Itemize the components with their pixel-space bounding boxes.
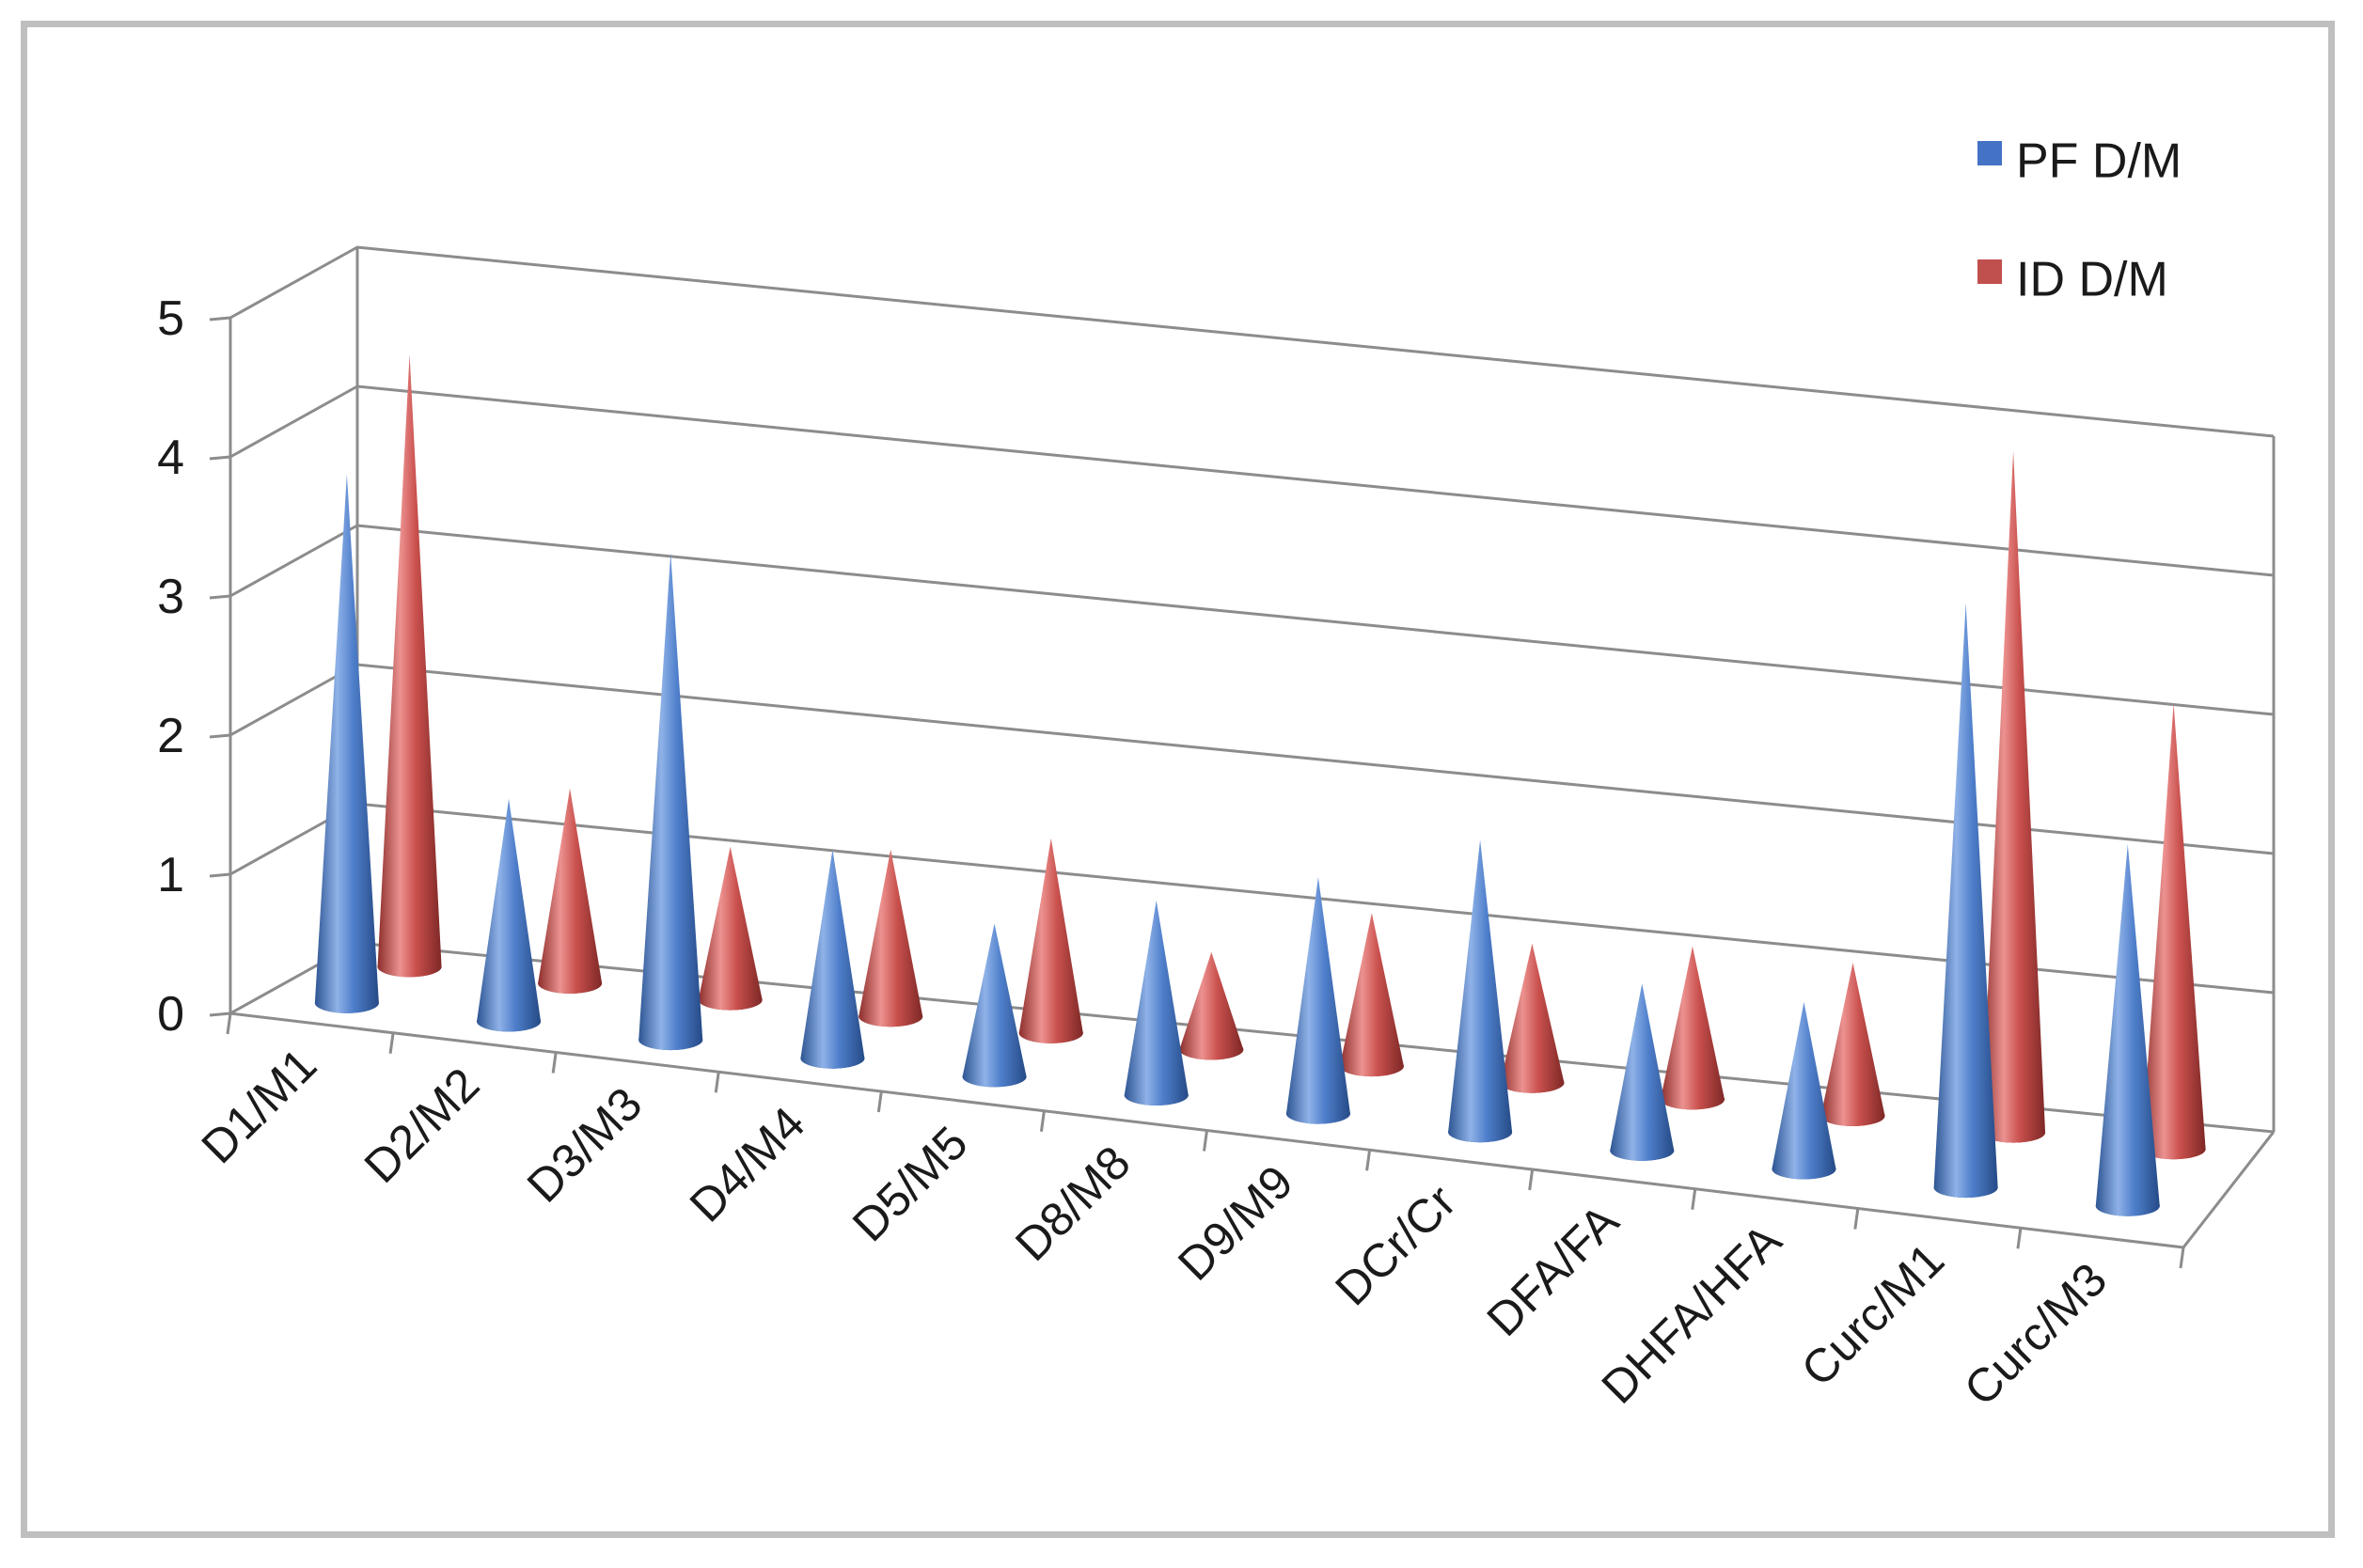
- cone-id-8: [1660, 946, 1725, 1110]
- cone-id-6: [1339, 913, 1404, 1077]
- x-tick-mark: [388, 1032, 395, 1054]
- cone-id-0: [377, 354, 442, 978]
- x-category-label: D2/M2: [354, 1058, 490, 1193]
- x-tick-mark: [1691, 1188, 1697, 1210]
- x-tick-mark: [2179, 1247, 2185, 1269]
- cone-body: [1448, 839, 1513, 1143]
- cone-body: [377, 354, 442, 978]
- cone-pf-8: [1610, 983, 1675, 1161]
- cone-body: [477, 798, 542, 1032]
- cone-body: [1124, 900, 1189, 1105]
- x-tick-mark: [226, 1012, 232, 1035]
- cone-pf-2: [638, 553, 703, 1051]
- cone-body: [1339, 913, 1404, 1077]
- cone-pf-1: [477, 798, 542, 1032]
- cone-pf-9: [1772, 1001, 1836, 1180]
- legend-label-1: ID D/M: [2016, 253, 2168, 307]
- x-tick-mark: [876, 1090, 883, 1113]
- y-tick-mark: [209, 455, 231, 461]
- x-tick-mark: [1528, 1168, 1535, 1191]
- cone-body: [1018, 838, 1083, 1043]
- y-tick-mark: [209, 872, 231, 878]
- y-tick-mark: [209, 594, 231, 600]
- cone-body: [1820, 963, 1885, 1126]
- gridline: [229, 384, 2275, 577]
- data-cones: [314, 354, 2206, 1216]
- cone-body: [1179, 951, 1244, 1060]
- y-axis-tick-labels: 0 1 2 3 4 5: [157, 291, 184, 1042]
- cone-body: [2141, 703, 2206, 1160]
- cone-body: [1981, 450, 2046, 1143]
- x-tick-mark: [551, 1052, 558, 1074]
- cone-body: [1610, 983, 1675, 1161]
- cone-id-7: [1500, 943, 1565, 1093]
- cone-body: [2095, 843, 2160, 1216]
- legend: PF D/M ID D/M: [1977, 134, 2182, 307]
- cone-body: [800, 849, 865, 1069]
- cone-body: [1933, 603, 1998, 1199]
- x-tick-mark: [2016, 1228, 2023, 1249]
- x-category-label: DHFA/HFA: [1592, 1214, 1792, 1414]
- cone-body: [638, 553, 703, 1051]
- y-tick-label: 2: [157, 709, 184, 763]
- y-tick-mark: [209, 1011, 231, 1017]
- cone-id-2: [698, 846, 763, 1011]
- cone-id-11: [2141, 703, 2206, 1160]
- legend-swatch-1: [1977, 259, 2002, 284]
- cone-body: [1660, 946, 1725, 1110]
- cone-id-3: [859, 849, 923, 1027]
- x-category-label: Curc/M3: [1954, 1253, 2117, 1416]
- x-tick-mark: [714, 1072, 720, 1093]
- legend-label-0: PF D/M: [2016, 134, 2182, 189]
- y-tick-label: 4: [157, 431, 184, 485]
- cone-body: [314, 474, 379, 1013]
- cone-pf-0: [314, 474, 379, 1013]
- x-tick-mark: [1853, 1208, 1860, 1230]
- y-tick-mark: [209, 316, 231, 321]
- x-category-label: DCr/Cr: [1325, 1175, 1466, 1316]
- cone-body: [1285, 876, 1350, 1124]
- cone-body: [538, 788, 603, 994]
- cone-pf-3: [800, 849, 865, 1069]
- x-category-label: DFA/FA: [1477, 1194, 1630, 1346]
- cone-id-10: [1981, 450, 2046, 1143]
- x-category-label: D1/M1: [192, 1039, 327, 1174]
- cone-body: [962, 923, 1027, 1088]
- cone-pf-11: [2095, 843, 2160, 1216]
- x-category-label: D4/M4: [680, 1097, 815, 1232]
- cone-pf-4: [962, 923, 1027, 1088]
- cone-body: [1500, 943, 1565, 1093]
- cone-pf-5: [1124, 900, 1189, 1105]
- y-tick-mark: [209, 733, 231, 739]
- x-category-label: D3/M3: [517, 1077, 653, 1213]
- cone-body: [859, 849, 923, 1027]
- gridline: [229, 245, 2275, 438]
- y-tick-label: 5: [157, 291, 184, 346]
- y-tick-label: 1: [157, 848, 184, 902]
- cone-id-4: [1018, 838, 1083, 1043]
- x-tick-mark: [1365, 1150, 1372, 1171]
- x-tick-mark: [1039, 1110, 1046, 1132]
- x-category-label: D9/M9: [1168, 1155, 1303, 1291]
- cone-pf-6: [1285, 876, 1350, 1124]
- x-tick-mark: [1203, 1130, 1208, 1152]
- cone-id-5: [1179, 951, 1244, 1060]
- legend-swatch-0: [1977, 141, 2002, 165]
- cone-body: [1772, 1001, 1836, 1180]
- y-tick-label: 3: [157, 570, 184, 624]
- cone-pf-7: [1448, 839, 1513, 1143]
- y-tick-label: 0: [157, 987, 184, 1042]
- cone-body: [698, 846, 763, 1011]
- cone-id-9: [1820, 963, 1885, 1126]
- x-category-label: D8/M8: [1005, 1136, 1141, 1271]
- x-category-label: D5/M5: [843, 1117, 978, 1252]
- x-category-label: Curc/M1: [1791, 1233, 1954, 1396]
- cone-id-1: [538, 788, 603, 994]
- cone-pf-10: [1933, 603, 1998, 1199]
